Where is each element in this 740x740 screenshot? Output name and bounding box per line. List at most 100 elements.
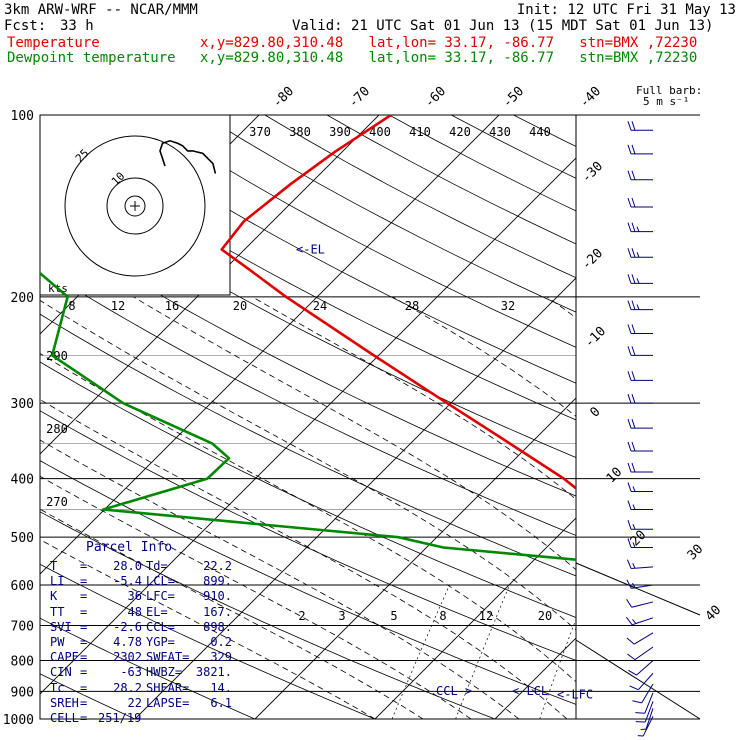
wind-barb [626,579,654,589]
wind-barb [635,701,654,723]
wind-barb-half [632,504,636,510]
parcel-info-title: Parcel Info [86,540,173,555]
wind-barb-flag [631,324,636,334]
isotherm-label: -30 [579,159,606,186]
dry-adiabat [40,220,576,497]
wind-barb-flag [627,324,632,334]
isotherm-label: -20 [579,246,606,273]
dry-adiabat [513,115,576,147]
parcel-value: 28.0 [113,559,142,573]
pressure-label-200: 200 [11,291,34,306]
dry-adiabat [638,115,740,732]
isotherm-line [615,115,740,719]
hodograph-trace [159,139,217,174]
mixing-ratio-label: 3 [338,609,345,623]
isotherm-line [374,517,576,719]
wind-barb [627,520,653,530]
isotherm-label: -80 [270,84,297,111]
isotherm-line [40,157,576,695]
wind-barb-staff [642,716,654,737]
wind-barb-staff [645,708,654,730]
parcel-equals: = [80,619,88,634]
wind-scale-label: 32 [501,299,515,313]
parcel-equals: = [80,695,88,710]
wind-barb-flag [631,419,636,429]
parcel-label: LCL= [146,574,175,589]
parcel-label: Td= [146,559,168,573]
wind-barb [627,646,654,661]
parcel-label: LFC= [146,589,175,604]
parcel-value: 22.2 [203,559,232,573]
wind-barb-staff [638,672,654,691]
moist-adiabat [252,296,576,500]
dry-adiabat [40,266,576,536]
moist-adiabat [692,297,740,719]
wind-barb-flag [627,222,632,232]
temperature-location: x,y=829.80,310.48 lat,lon= 33.17, -86.77… [200,35,698,51]
parcel-label: CIN [50,665,72,680]
plot-frame [39,114,577,720]
init-time: Init: 12 UTC Fri 31 May 13 [516,2,736,18]
wind-barb-half [636,252,640,258]
wind-barb-flag [626,559,632,569]
isotherm-line [40,115,500,575]
wind-barb-flag [627,538,632,548]
isotherm-label: -40 [577,84,604,111]
parcel-value: 329 [210,650,232,665]
parcel-label: EL= [146,604,168,619]
hodograph-ring [64,135,206,277]
dry-adiabat [0,115,42,732]
wind-barb [626,632,654,645]
dry-adiabat [264,115,576,279]
wind-barb [627,300,653,311]
moist-adiabat [40,475,472,719]
pressure-label-600: 600 [11,579,34,594]
wind-barb-flag [626,579,632,589]
isotherm-label: -50 [500,84,527,111]
parcel-equals: = [80,650,88,665]
wind-barb-flag [626,598,633,608]
wind-barb-flag [631,121,636,131]
wind-barb-flag [635,712,645,714]
skew-edge-30 [575,562,701,616]
pressure-label-800: 800 [11,654,34,669]
ccl-marker: CCL-> [436,684,472,698]
wind-barb-flag [627,482,632,492]
wind-barb-staff [641,683,654,704]
wind-barb-flag [627,653,636,661]
wind-barb [628,660,654,676]
mixing-ratio-label: 12 [479,609,493,623]
temperature-legend: Temperature [7,35,100,51]
wind-barb-staff [634,646,654,661]
wind-barb [626,559,654,569]
parcel-value: 167. [203,604,232,619]
forecast-hour: 33 h [60,18,94,34]
pressure-label-700: 700 [11,619,34,634]
parcel-value: 48 [127,604,142,619]
dry-adiabat [40,460,576,705]
barb-legend-line2: 5 m s⁻¹ [643,95,690,108]
isotherm-label: 30 [685,542,707,564]
wind-barb-flag [631,170,636,180]
wind-scale-label: 12 [111,299,125,313]
wind-barb-flag [631,274,636,284]
wind-barb-flag [631,441,636,452]
isotherm-line [134,277,576,719]
parcel-value: 0.2 [210,635,232,649]
wind-barb-flag [627,197,632,208]
wind-barb-staff [631,617,654,626]
parcel-label: Tc [50,680,65,695]
theta-label: 420 [449,125,471,139]
parcel-value: 14. [210,680,232,695]
moist-adiabat [40,439,520,719]
wind-barb-flag [627,248,632,258]
parcel-equals: = [80,574,88,589]
parcel-label: SWEAT= [146,650,190,665]
wind-barb-flag [629,685,639,691]
isotherm-label: 10 [604,465,626,487]
theta-label: 380 [289,125,311,139]
dry-adiabat [700,115,740,732]
lfc-marker: <-LFC [557,687,593,701]
wind-barb [627,462,653,473]
